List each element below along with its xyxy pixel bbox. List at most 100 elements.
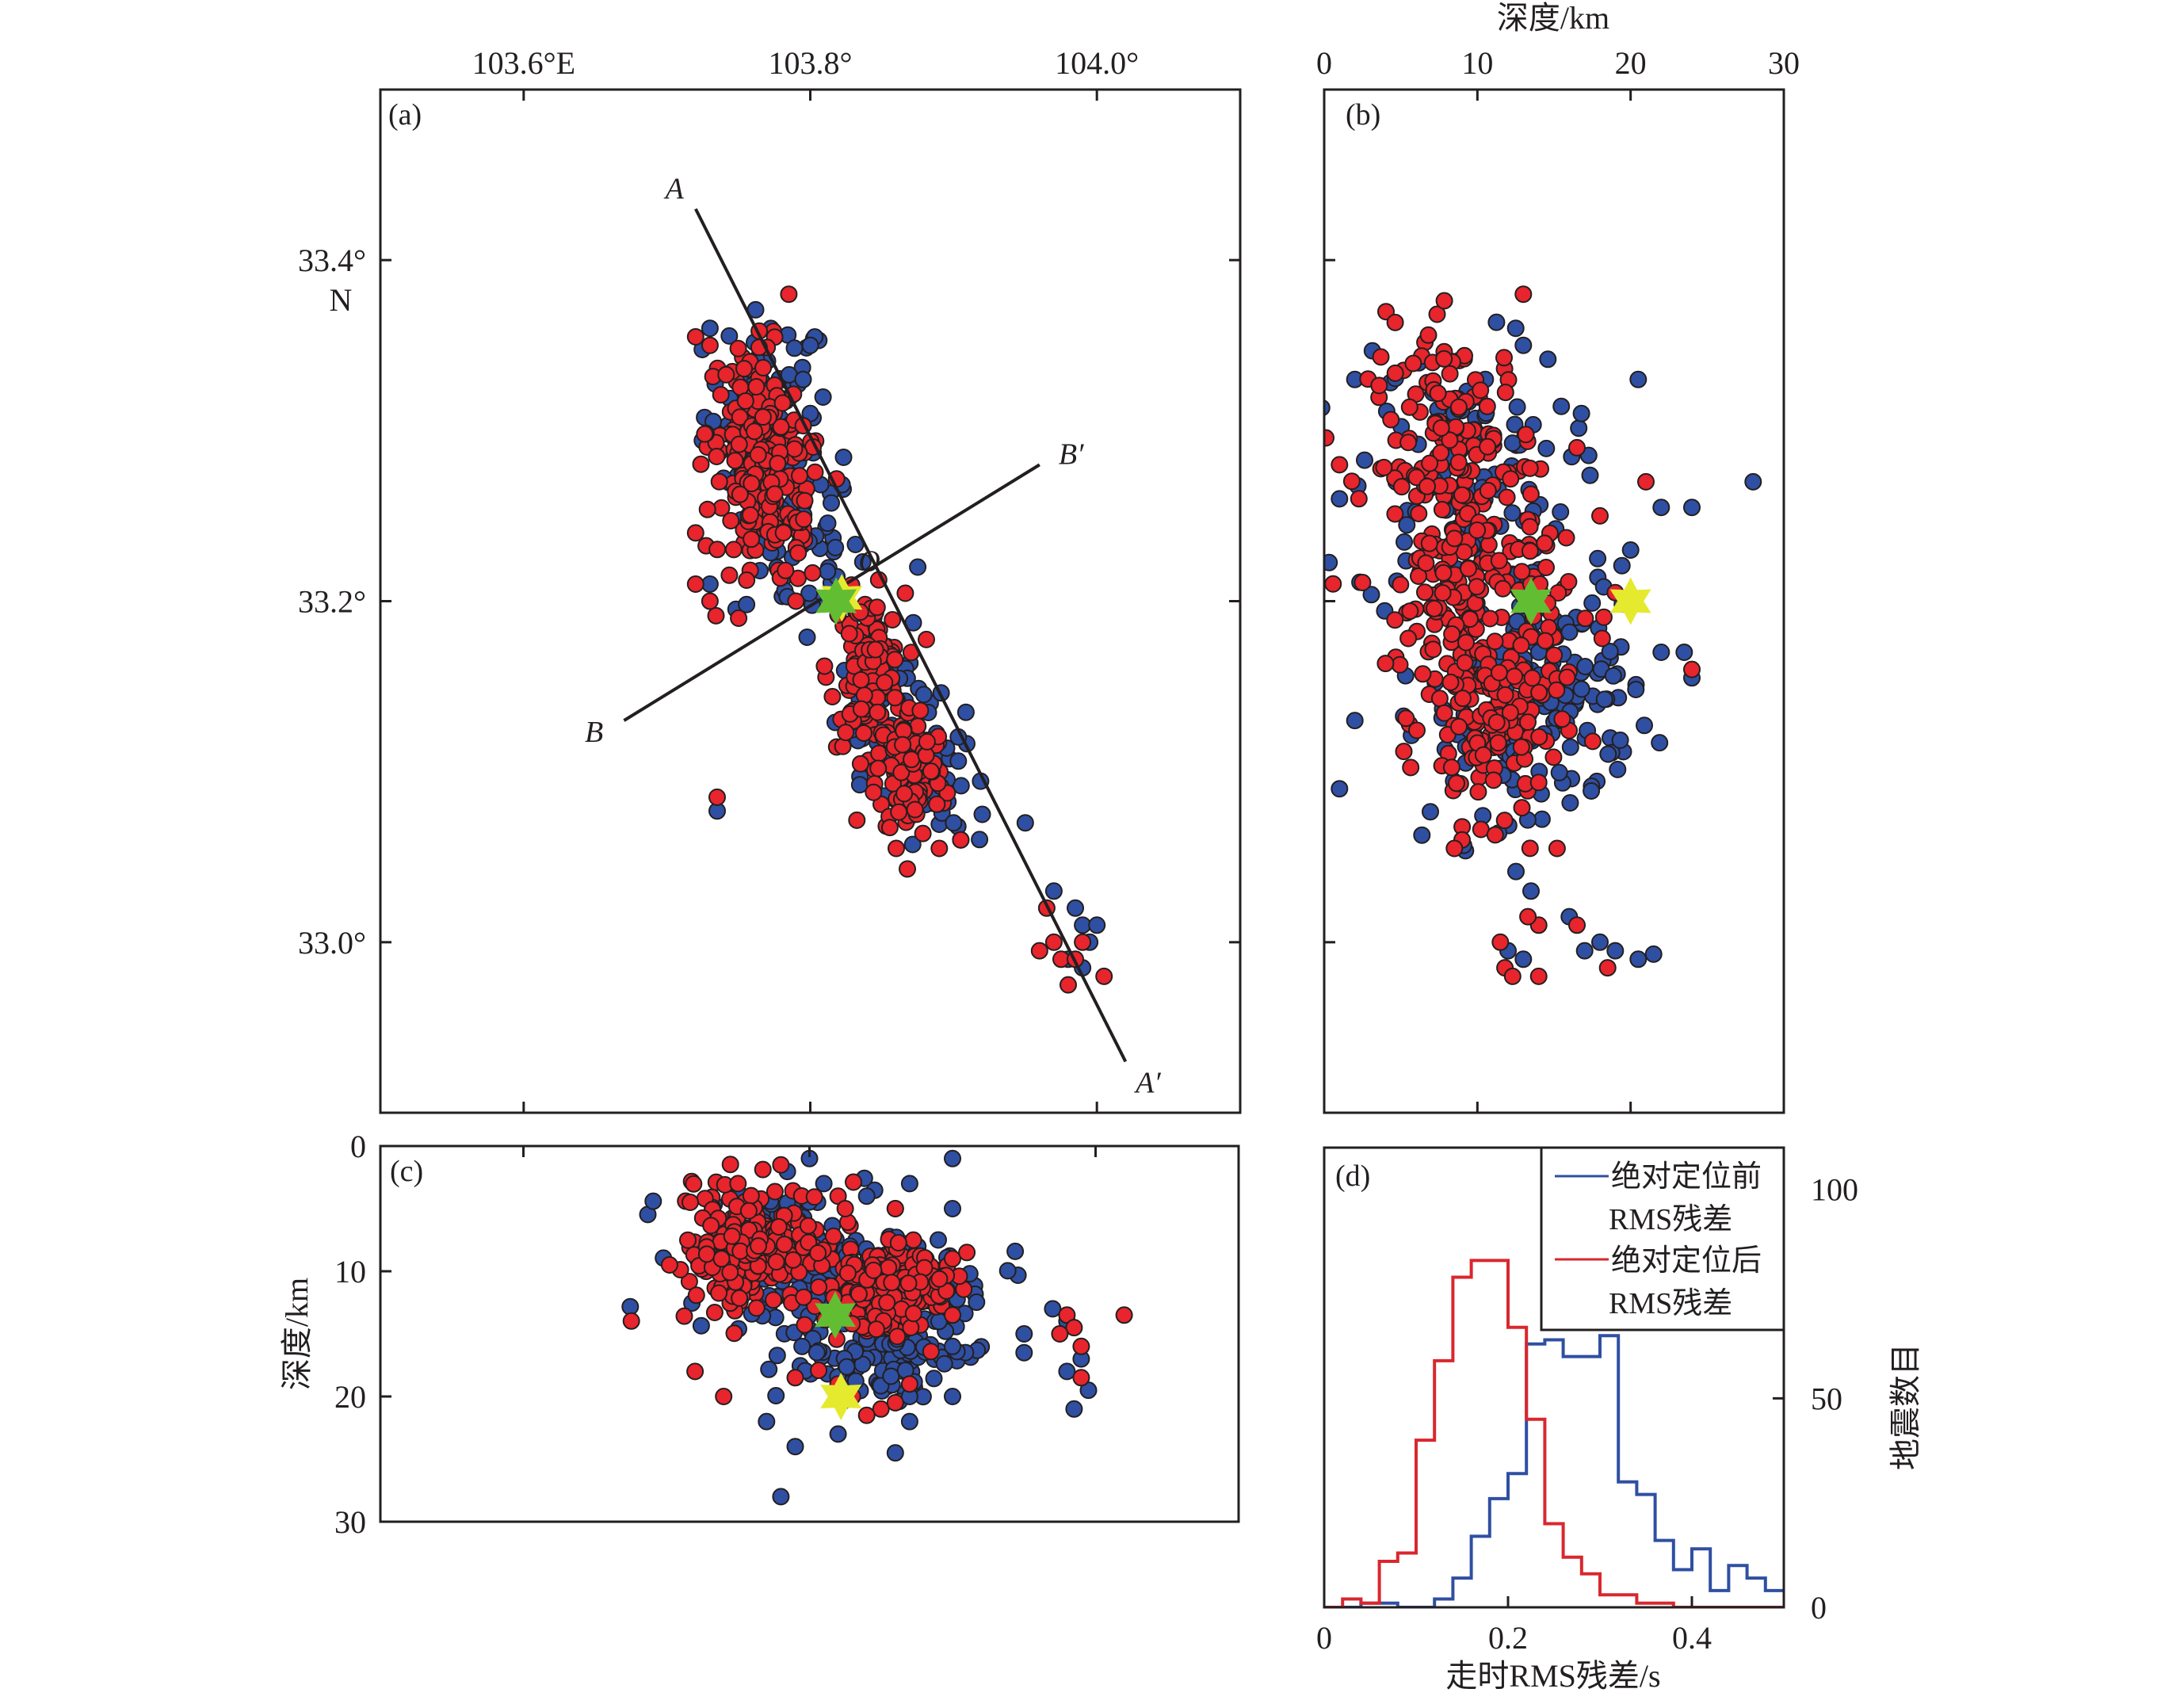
y-tick-label: 0 bbox=[1811, 1590, 1827, 1626]
event-point-after bbox=[1568, 438, 1586, 457]
event-point-after bbox=[692, 455, 710, 473]
histogram-bin-after bbox=[1472, 1260, 1490, 1607]
y-tick-label: 0 bbox=[350, 1129, 366, 1164]
event-point-after bbox=[888, 1328, 907, 1346]
panel-d-label: (d) bbox=[1335, 1160, 1370, 1193]
event-point-after bbox=[796, 1316, 814, 1334]
event-point-after bbox=[1419, 326, 1438, 344]
event-point-after bbox=[1468, 578, 1486, 596]
panel-b-points bbox=[1324, 285, 1762, 985]
event-point-before bbox=[1514, 336, 1533, 354]
event-point-after bbox=[1495, 349, 1513, 367]
event-point-after bbox=[1425, 599, 1443, 617]
event-point-before bbox=[1015, 1343, 1033, 1362]
event-point-after bbox=[899, 1274, 918, 1293]
panel-a-x-ticks: 103.6°E 103.8° 104.0° bbox=[472, 45, 1139, 1113]
event-point-after bbox=[708, 788, 726, 806]
event-point-after bbox=[795, 510, 813, 529]
event-point-after bbox=[1445, 839, 1464, 858]
event-point-after bbox=[742, 1186, 760, 1205]
event-point-after bbox=[805, 1188, 823, 1206]
event-point-after bbox=[685, 1175, 703, 1193]
event-point-before bbox=[968, 1293, 986, 1311]
event-point-after bbox=[1479, 437, 1497, 456]
event-point-before bbox=[1539, 350, 1557, 369]
event-point-after bbox=[869, 703, 887, 721]
x-tick-label: 0.2 bbox=[1488, 1620, 1528, 1656]
event-point-after bbox=[1395, 743, 1413, 761]
event-point-after bbox=[622, 1312, 640, 1330]
event-point-after bbox=[904, 1305, 922, 1323]
event-point-before bbox=[1398, 516, 1416, 534]
event-point-after bbox=[1503, 967, 1522, 985]
event-point-after bbox=[720, 566, 739, 584]
event-point-after bbox=[730, 435, 748, 453]
event-point-before bbox=[1595, 690, 1613, 709]
histogram-bin-before bbox=[1766, 1591, 1784, 1607]
histogram-bin-after bbox=[1453, 1277, 1471, 1607]
event-point-after bbox=[1479, 482, 1497, 499]
event-point-after bbox=[1399, 434, 1418, 452]
event-point-after bbox=[1568, 916, 1586, 934]
event-point-before bbox=[1506, 319, 1525, 338]
event-point-after bbox=[1421, 454, 1439, 472]
event-point-after bbox=[741, 506, 759, 524]
histogram-line-after bbox=[1324, 1259, 1784, 1607]
event-point-before bbox=[1503, 504, 1522, 522]
event-point-after bbox=[900, 1375, 918, 1393]
y-tick-label: 100 bbox=[1811, 1172, 1858, 1208]
event-point-before bbox=[834, 449, 853, 466]
event-point-before bbox=[819, 514, 837, 533]
event-point-after bbox=[895, 785, 914, 803]
event-point-after bbox=[837, 724, 855, 742]
event-point-after bbox=[686, 524, 704, 542]
event-point-after bbox=[799, 1217, 817, 1235]
event-point-after bbox=[1397, 709, 1415, 728]
event-point-before bbox=[1487, 313, 1506, 331]
event-point-after bbox=[1386, 611, 1404, 629]
histogram-bin-after bbox=[1526, 1419, 1544, 1607]
event-point-after bbox=[850, 1285, 868, 1303]
event-point-after bbox=[682, 1194, 699, 1211]
event-point-after bbox=[886, 1200, 904, 1217]
event-point-after bbox=[796, 491, 814, 510]
event-point-before bbox=[760, 1360, 778, 1378]
event-point-before bbox=[1550, 763, 1568, 781]
event-point-after bbox=[705, 1304, 724, 1321]
event-point-after bbox=[1521, 542, 1539, 560]
event-point-after bbox=[1449, 453, 1468, 472]
event-point-after bbox=[784, 1251, 802, 1269]
event-point-after bbox=[1115, 1306, 1133, 1324]
event-point-before bbox=[1560, 623, 1579, 641]
event-point-after bbox=[1521, 518, 1539, 536]
event-point-after bbox=[855, 724, 872, 742]
event-point-after bbox=[687, 1286, 705, 1305]
event-point-after bbox=[1502, 470, 1520, 488]
event-point-before bbox=[1589, 549, 1607, 567]
event-point-after bbox=[868, 598, 886, 617]
event-point-after bbox=[724, 541, 743, 559]
panel-d-x-ticks: 0 0.2 0.4 bbox=[1316, 1596, 1712, 1656]
event-point-before bbox=[785, 339, 804, 357]
event-point-after bbox=[852, 700, 870, 718]
event-point-before bbox=[1058, 1362, 1076, 1381]
event-point-after bbox=[717, 365, 735, 384]
event-point-after bbox=[1472, 820, 1490, 839]
event-point-after bbox=[1074, 933, 1092, 951]
event-point-after bbox=[1030, 942, 1048, 960]
event-point-after bbox=[944, 1306, 961, 1324]
event-point-after bbox=[899, 860, 916, 878]
event-point-after bbox=[749, 445, 767, 464]
panel-a-points bbox=[686, 285, 1113, 994]
event-point-after bbox=[904, 1231, 922, 1249]
event-point-before bbox=[1583, 782, 1601, 800]
event-point-after bbox=[743, 530, 761, 548]
event-point-after bbox=[1513, 563, 1531, 581]
event-point-after bbox=[731, 408, 749, 426]
event-point-after bbox=[1443, 625, 1461, 643]
event-point-after bbox=[723, 1227, 741, 1245]
event-point-after bbox=[1472, 381, 1490, 399]
histogram-bin-before bbox=[1728, 1565, 1747, 1607]
event-point-after bbox=[701, 592, 719, 610]
event-point-before bbox=[1575, 942, 1594, 960]
